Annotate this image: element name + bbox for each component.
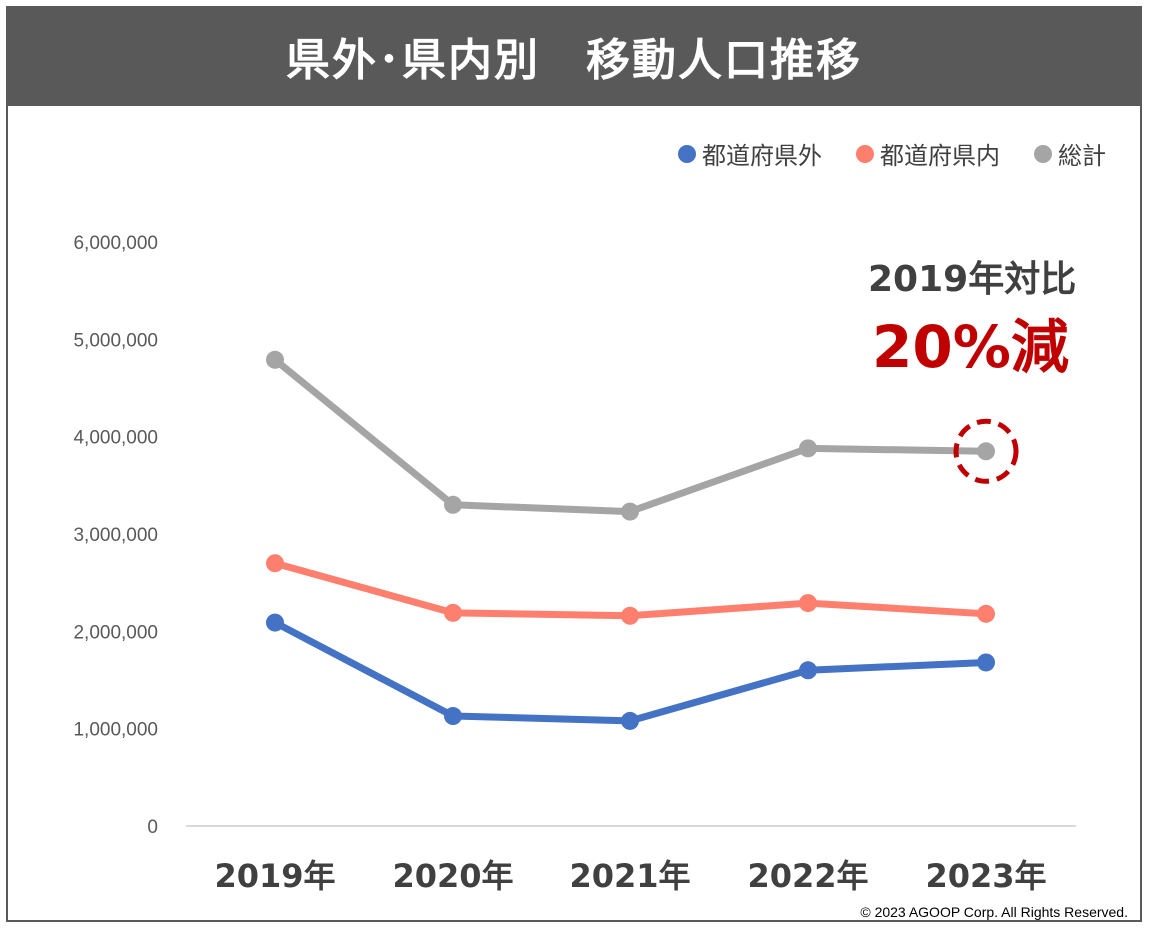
- legend-label-outside: 都道府県外: [702, 142, 822, 170]
- y-tick-label-4: 4,000,000: [73, 428, 158, 449]
- series-1-point-4: [977, 604, 995, 623]
- series-1-point-0: [266, 554, 284, 573]
- series-0-point-3: [799, 661, 817, 680]
- series-0-point-4: [977, 653, 995, 672]
- highlight-circle: [953, 418, 1019, 484]
- legend-item-outside: 都道府県外: [678, 136, 822, 171]
- series-0-point-0: [266, 613, 284, 632]
- y-tick-label-5: 5,000,000: [73, 330, 158, 351]
- y-tick-label-1: 1,000,000: [73, 720, 158, 741]
- annotation-decrease-value: 20%減: [872, 313, 1069, 381]
- x-tick-label-4: 2023年: [925, 857, 1046, 895]
- x-tick-label-0: 2019年: [214, 857, 335, 895]
- x-tick-label-3: 2022年: [747, 857, 868, 895]
- legend-label-total: 総計: [1058, 142, 1106, 170]
- legend-item-total: 総計: [1034, 136, 1106, 171]
- legend-label-inside: 都道府県内: [880, 142, 1000, 170]
- y-tick-label-0: 0: [147, 817, 158, 838]
- legend-marker-outside: [678, 144, 696, 163]
- series-2-point-1: [444, 495, 462, 514]
- series-1-point-3: [799, 594, 817, 613]
- series-0-point-1: [444, 707, 462, 726]
- copyright-notice: © 2023 AGOOP Corp. All Rights Reserved.: [860, 904, 1128, 920]
- title-bar: 県外･県内別 移動人口推移: [6, 6, 1142, 106]
- legend-marker-inside: [856, 144, 874, 163]
- series-0-point-2: [621, 711, 639, 730]
- y-tick-label-2: 2,000,000: [73, 622, 158, 643]
- legend-marker-total: [1034, 144, 1052, 163]
- series-2-point-0: [266, 350, 284, 369]
- series-1-point-2: [621, 606, 639, 625]
- series-1-point-1: [444, 603, 462, 622]
- x-tick-label-2: 2021年: [569, 857, 690, 895]
- series-2-point-3: [799, 439, 817, 458]
- annotation-comparison-label: 2019年対比: [868, 259, 1077, 300]
- legend-item-inside: 都道府県内: [856, 136, 1000, 171]
- chart-frame: [6, 6, 1142, 922]
- y-tick-label-6: 6,000,000: [73, 233, 158, 254]
- y-tick-label-3: 3,000,000: [73, 525, 158, 546]
- series-2-point-4: [977, 442, 995, 461]
- series-2-point-2: [621, 502, 639, 521]
- x-tick-label-1: 2020年: [392, 857, 513, 895]
- series-line-0: [271, 619, 990, 725]
- legend: 都道府県外 都道府県内 総計: [678, 136, 1106, 171]
- chart-title: 県外･県内別 移動人口推移: [286, 35, 862, 86]
